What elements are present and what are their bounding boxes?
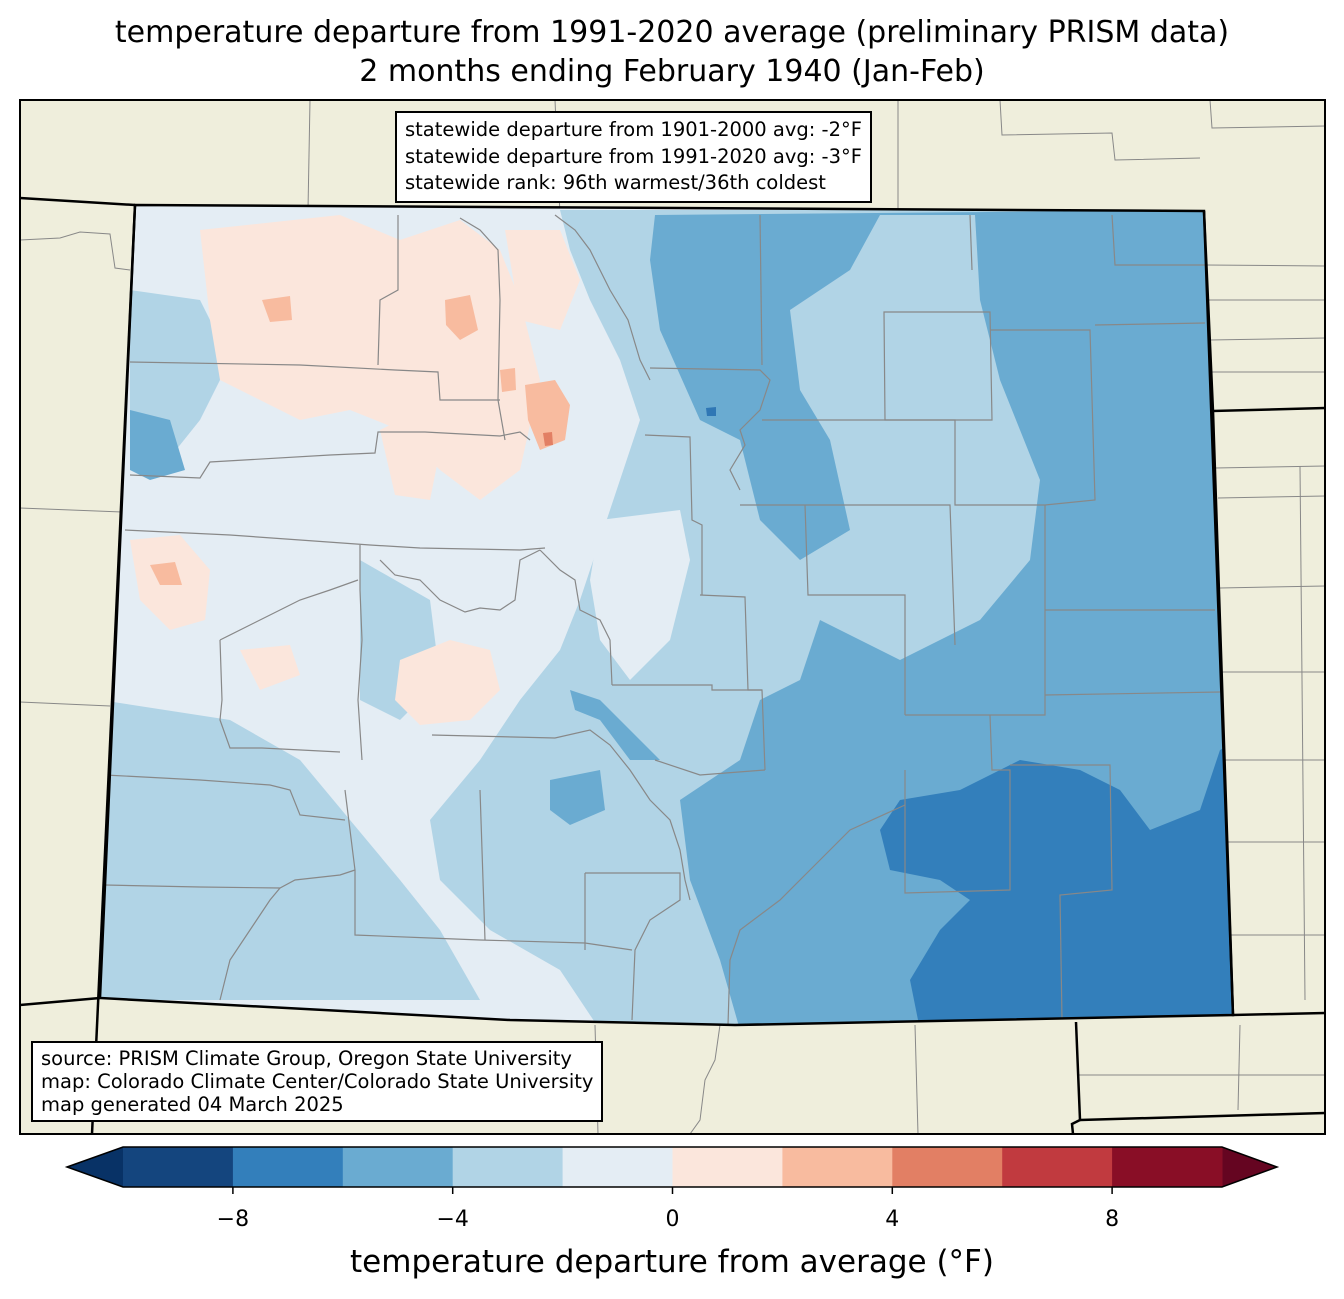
source-box: source: PRISM Climate Group, Oregon Stat…: [31, 1041, 604, 1122]
colorbar-label: temperature departure from average (°F): [350, 1244, 994, 1280]
state-borders: [20, 196, 1325, 1134]
stats-departure-1991-2020: statewide departure from 1991-2020 avg: …: [405, 144, 862, 168]
chart-title-line-2: 2 months ending February 1940 (Jan-Feb): [359, 54, 985, 89]
colorbar-tick-label-3: 4: [885, 1207, 900, 1232]
chart-title-line-1: temperature departure from 1991-2020 ave…: [114, 15, 1230, 50]
county-lines: [104, 214, 1221, 1025]
colorbar-tick-label-2: 0: [665, 1207, 680, 1232]
statewide-stats-box: statewide departure from 1901-2000 avg: …: [395, 111, 872, 203]
colorbar-tick-label-4: 8: [1105, 1207, 1120, 1232]
source-line-3: map generated 04 March 2025: [41, 1093, 344, 1116]
source-line-1: source: PRISM Climate Group, Oregon Stat…: [41, 1047, 572, 1070]
colorbar-tick-label-0: −8: [216, 1207, 250, 1232]
colorbar-tick-label-1: −4: [436, 1207, 469, 1232]
source-line-2: map: Colorado Climate Center/Colorado St…: [41, 1070, 594, 1093]
map-frame: [19, 99, 1326, 1135]
stats-departure-1901-2000: statewide departure from 1901-2000 avg: …: [405, 118, 862, 141]
stats-rank: statewide rank: 96th warmest/36th coldes…: [405, 171, 826, 194]
